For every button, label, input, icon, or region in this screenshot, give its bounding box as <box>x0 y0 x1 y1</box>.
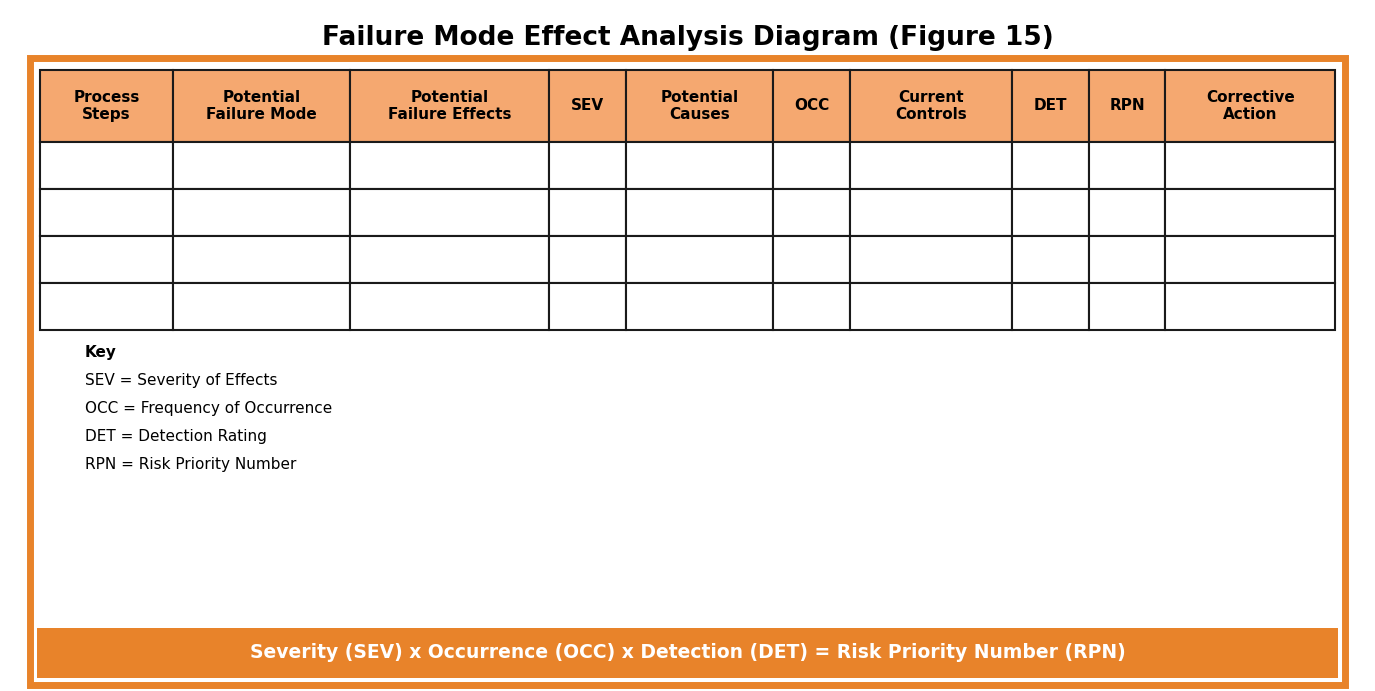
Bar <box>349 236 549 283</box>
Text: Potential
Failure Mode: Potential Failure Mode <box>206 90 316 122</box>
Bar <box>1089 142 1166 189</box>
Bar <box>40 236 173 283</box>
Text: RPN = Risk Priority Number: RPN = Risk Priority Number <box>85 457 297 472</box>
Bar <box>173 70 349 142</box>
Bar <box>850 142 1012 189</box>
Text: Failure Mode Effect Analysis Diagram (Figure 15): Failure Mode Effect Analysis Diagram (Fi… <box>322 25 1053 51</box>
Bar <box>773 70 850 142</box>
Text: DET: DET <box>1034 99 1067 113</box>
Text: DET = Detection Rating: DET = Detection Rating <box>85 429 267 444</box>
Bar <box>549 236 626 283</box>
Bar <box>549 283 626 330</box>
Text: Corrective
Action: Corrective Action <box>1206 90 1295 122</box>
Bar <box>1089 189 1166 236</box>
Bar <box>1166 236 1335 283</box>
Text: OCC = Frequency of Occurrence: OCC = Frequency of Occurrence <box>85 401 333 416</box>
Bar <box>1012 283 1089 330</box>
Bar <box>626 189 773 236</box>
Bar <box>1089 236 1166 283</box>
Text: OCC: OCC <box>793 99 829 113</box>
Bar <box>773 236 850 283</box>
Bar <box>37 628 1338 678</box>
Bar <box>850 283 1012 330</box>
Text: Process
Steps: Process Steps <box>73 90 139 122</box>
Bar <box>1089 70 1166 142</box>
Text: Key: Key <box>85 345 117 360</box>
Bar <box>349 189 549 236</box>
Bar <box>173 189 349 236</box>
Bar <box>850 236 1012 283</box>
Text: RPN: RPN <box>1110 99 1145 113</box>
Bar <box>1012 189 1089 236</box>
Bar <box>40 70 173 142</box>
Bar <box>1166 189 1335 236</box>
Bar <box>1012 142 1089 189</box>
Bar <box>40 142 173 189</box>
Bar <box>1166 70 1335 142</box>
Bar <box>1012 70 1089 142</box>
Bar <box>40 189 173 236</box>
Bar <box>1012 236 1089 283</box>
Text: Potential
Failure Effects: Potential Failure Effects <box>388 90 512 122</box>
Bar <box>850 189 1012 236</box>
Text: Current
Controls: Current Controls <box>895 90 967 122</box>
Bar <box>1089 283 1166 330</box>
Bar <box>773 189 850 236</box>
Bar <box>626 70 773 142</box>
Text: Potential
Causes: Potential Causes <box>660 90 738 122</box>
Bar <box>349 283 549 330</box>
Bar <box>549 189 626 236</box>
Bar <box>850 70 1012 142</box>
Text: SEV: SEV <box>571 99 604 113</box>
Bar <box>173 142 349 189</box>
Text: SEV = Severity of Effects: SEV = Severity of Effects <box>85 373 278 388</box>
Bar <box>349 142 549 189</box>
Bar <box>549 70 626 142</box>
Bar <box>626 142 773 189</box>
Bar <box>549 142 626 189</box>
Text: Severity (SEV) x Occurrence (OCC) x Detection (DET) = Risk Priority Number (RPN): Severity (SEV) x Occurrence (OCC) x Dete… <box>250 643 1125 663</box>
Bar <box>626 236 773 283</box>
Bar <box>1166 142 1335 189</box>
Bar <box>773 283 850 330</box>
Bar <box>349 70 549 142</box>
Bar <box>173 283 349 330</box>
Bar <box>1166 283 1335 330</box>
Bar <box>40 283 173 330</box>
Bar <box>626 283 773 330</box>
Bar <box>173 236 349 283</box>
Bar <box>773 142 850 189</box>
